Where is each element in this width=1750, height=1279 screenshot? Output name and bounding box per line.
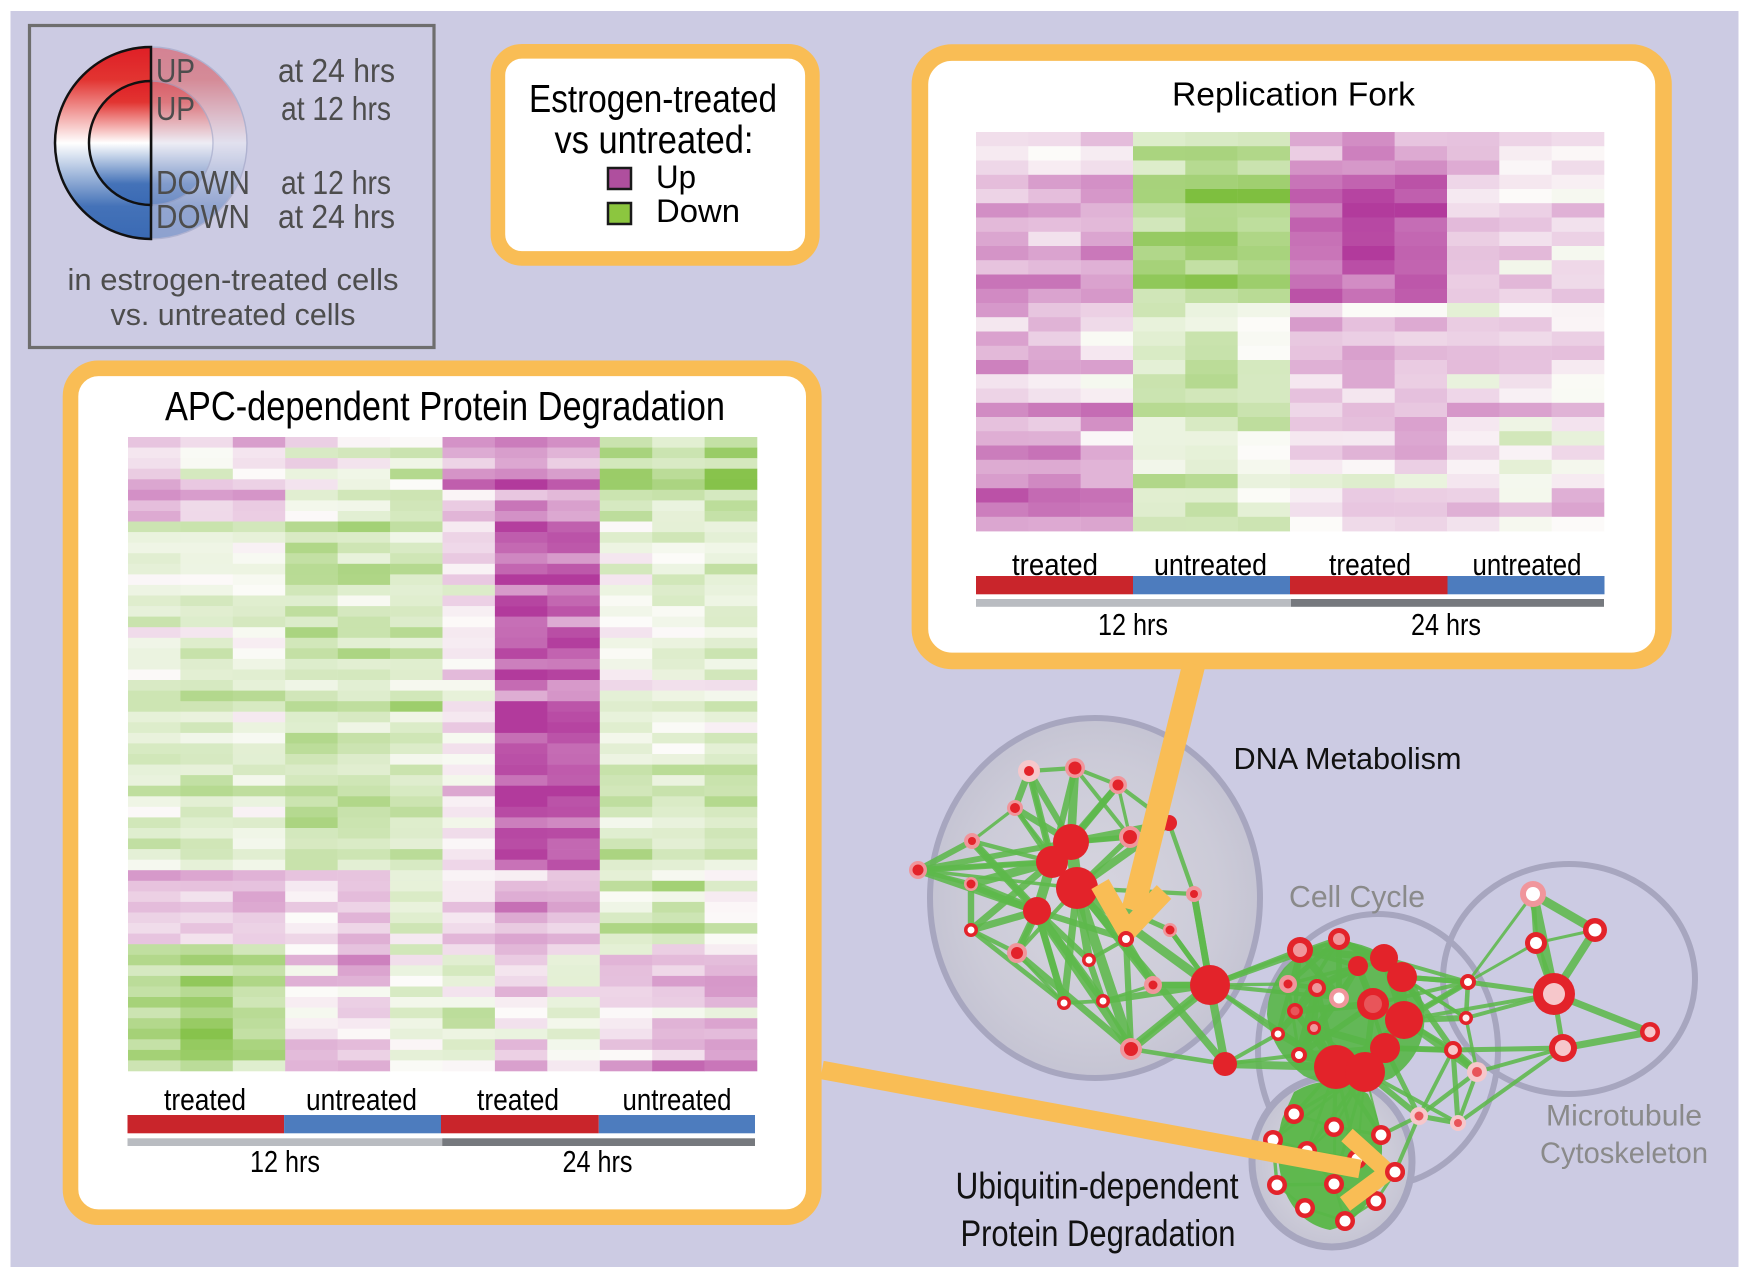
svg-text:Cell Cycle: Cell Cycle [1289,879,1425,914]
svg-text:treated: treated [164,1082,246,1117]
svg-text:Estrogen-treated: Estrogen-treated [529,78,777,121]
svg-text:APC-dependent Protein Degradat: APC-dependent Protein Degradation [165,383,725,429]
svg-text:Replication Fork: Replication Fork [1172,76,1416,113]
svg-text:DOWN: DOWN [156,198,250,235]
svg-text:Protein Degradation: Protein Degradation [961,1213,1236,1254]
svg-text:treated: treated [477,1082,559,1117]
svg-text:Microtubule: Microtubule [1546,1100,1702,1133]
svg-text:untreated: untreated [306,1082,417,1117]
svg-text:Down: Down [656,193,740,229]
svg-text:DOWN: DOWN [156,164,250,201]
svg-text:DNA Metabolism: DNA Metabolism [1234,741,1462,776]
svg-text:12 hrs: 12 hrs [250,1144,320,1179]
svg-text:at 12 hrs: at 12 hrs [281,164,391,201]
svg-text:untreated: untreated [623,1082,732,1117]
svg-text:Ubiquitin-dependent: Ubiquitin-dependent [956,1166,1240,1207]
svg-text:in estrogen-treated cells: in estrogen-treated cells [68,262,399,297]
svg-text:12 hrs: 12 hrs [1098,607,1168,642]
svg-text:Cytoskeleton: Cytoskeleton [1540,1137,1708,1170]
svg-text:24 hrs: 24 hrs [563,1144,633,1179]
svg-text:at 24 hrs: at 24 hrs [278,52,395,89]
svg-text:UP: UP [156,90,195,127]
svg-text:Up: Up [656,159,696,195]
svg-text:UP: UP [156,52,195,89]
svg-text:24 hrs: 24 hrs [1411,607,1481,642]
svg-text:vs untreated:: vs untreated: [555,119,754,162]
svg-text:at 12 hrs: at 12 hrs [281,90,391,127]
svg-text:at 24 hrs: at 24 hrs [278,198,395,235]
svg-text:vs. untreated cells: vs. untreated cells [111,297,356,332]
